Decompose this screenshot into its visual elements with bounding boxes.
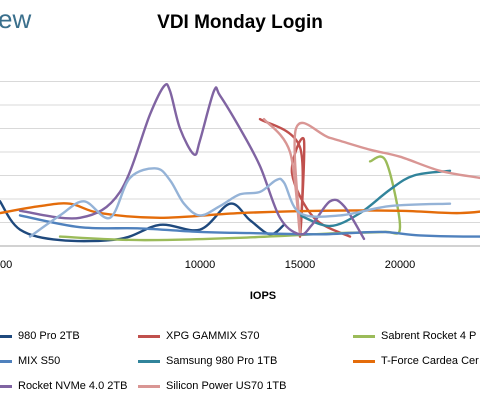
series-line-4	[298, 169, 452, 228]
grid-lines	[0, 81, 480, 247]
legend-label: XPG GAMMIX S70	[166, 330, 260, 342]
legend-item: XPG GAMMIX S70	[138, 330, 260, 342]
series-line-5	[0, 202, 480, 219]
x-tick-label: 00	[0, 259, 12, 271]
brand-logo-text: ew	[0, 4, 32, 34]
legend-swatch	[0, 384, 12, 388]
legend-item: Samsung 980 Pro 1TB	[138, 355, 277, 367]
legend: 980 Pro 2TB XPG GAMMIX S70 Sabrent Rocke…	[0, 318, 480, 398]
legend-item: T-Force Cardea Cer	[353, 355, 479, 367]
legend-item: Silicon Power US70 1TB	[138, 380, 286, 392]
legend-label: Rocket NVMe 4.0 2TB	[18, 380, 128, 392]
legend-label: T-Force Cardea Cer	[381, 355, 479, 367]
legend-label: 980 Pro 2TB	[18, 330, 80, 342]
x-tick-labels: 0010000150002000025000	[0, 259, 416, 271]
legend-label: Silicon Power US70 1TB	[166, 380, 287, 392]
series-layer	[0, 82, 480, 243]
x-tick-label: 20000	[385, 259, 416, 271]
legend-swatch	[0, 334, 12, 338]
chart-title: VDI Monday Login	[157, 12, 323, 33]
legend-label: MIX S50	[18, 355, 61, 367]
legend-swatch	[0, 359, 12, 363]
legend-swatch	[353, 334, 375, 338]
series-line-7	[262, 117, 480, 234]
series-line-8	[28, 167, 452, 238]
series-line-6	[18, 82, 366, 241]
legend-swatch	[138, 334, 160, 338]
series-line-3	[18, 214, 480, 238]
x-axis-label: IOPS	[249, 290, 277, 302]
chart-svg: 0010000150002000025000	[0, 81, 480, 271]
series-line-0	[0, 200, 286, 243]
legend-item: 980 Pro 2TB	[0, 330, 80, 342]
x-tick-label: 15000	[285, 259, 316, 271]
legend-swatch	[138, 384, 160, 388]
x-tick-label: 10000	[185, 259, 216, 271]
legend-item: Sabrent Rocket 4 P	[353, 330, 476, 342]
legend-label: Sabrent Rocket 4 P	[381, 330, 477, 342]
legend-swatch	[353, 359, 375, 363]
legend-item: Rocket NVMe 4.0 2TB	[0, 380, 127, 392]
legend-label: Samsung 980 Pro 1TB	[166, 355, 278, 367]
legend-item: MIX S50	[0, 355, 60, 367]
legend-swatch	[138, 359, 160, 363]
